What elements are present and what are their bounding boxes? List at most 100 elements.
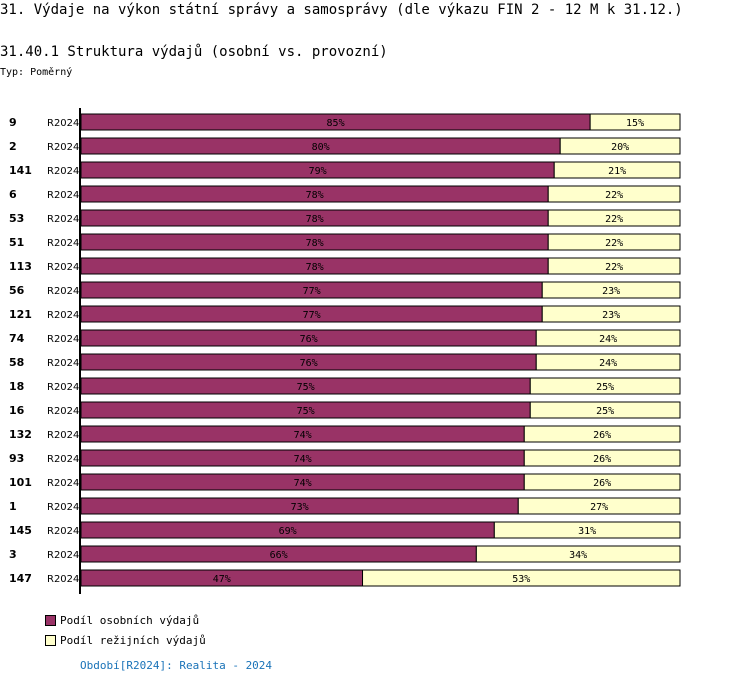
category-label: 16	[9, 404, 25, 417]
data-label: 22%	[605, 214, 623, 225]
category-label: 56	[9, 284, 25, 297]
legend-swatch	[45, 615, 56, 626]
data-label: 78%	[306, 190, 324, 201]
category-label: 58	[9, 356, 24, 369]
bar-segment	[523, 449, 681, 467]
data-label: 74%	[294, 454, 312, 465]
legend-item-personal: Podíl osobních výdajů	[45, 614, 199, 627]
data-label: 78%	[306, 238, 324, 249]
legend-item-overhead: Podíl režijních výdajů	[45, 634, 206, 647]
period-label: R2024	[47, 310, 79, 321]
period-label: R2024	[47, 262, 79, 273]
data-label: 77%	[303, 286, 321, 297]
period-label: R2024	[47, 142, 79, 153]
data-label: 26%	[593, 478, 611, 489]
bar-segment	[535, 353, 681, 371]
data-label: 47%	[213, 574, 231, 585]
period-label: R2024	[47, 550, 79, 561]
category-label: 74	[9, 332, 25, 345]
data-label: 25%	[596, 406, 614, 417]
data-label: 21%	[608, 166, 626, 177]
bar-segment	[541, 281, 681, 299]
bar-segment	[475, 545, 681, 563]
data-label: 73%	[291, 502, 309, 513]
data-label: 74%	[294, 478, 312, 489]
data-label: 31%	[578, 526, 596, 537]
bar-segment	[535, 329, 681, 347]
category-label: 6	[9, 188, 17, 201]
data-label: 25%	[596, 382, 614, 393]
page-title: 31. Výdaje na výkon státní správy a samo…	[0, 2, 683, 18]
data-label: 75%	[297, 406, 315, 417]
bar-segment	[589, 113, 681, 131]
period-label: R2024	[47, 454, 79, 465]
period-label: R2024	[47, 574, 79, 585]
data-label: 76%	[300, 334, 318, 345]
period-label: R2024	[47, 478, 79, 489]
period-label: R2024	[47, 406, 79, 417]
period-label: R2024	[47, 214, 79, 225]
data-label: 78%	[306, 214, 324, 225]
chart-type-label: Typ: Poměrný	[0, 67, 73, 78]
category-label: 93	[9, 452, 24, 465]
category-label: 101	[9, 476, 32, 489]
data-label: 23%	[602, 310, 620, 321]
category-label: 132	[9, 428, 32, 441]
data-label: 78%	[306, 262, 324, 273]
period-label: R2024	[47, 430, 79, 441]
data-label: 24%	[599, 334, 617, 345]
data-label: 23%	[602, 286, 620, 297]
bar-segment	[547, 233, 681, 251]
data-label: 80%	[312, 142, 330, 153]
data-label: 22%	[605, 238, 623, 249]
data-label: 74%	[294, 430, 312, 441]
bar-segment	[547, 209, 681, 227]
period-label: R2024	[47, 382, 79, 393]
bar-segment	[559, 137, 681, 155]
category-label: 141	[9, 164, 32, 177]
data-label: 53%	[512, 574, 530, 585]
data-label: 85%	[327, 118, 345, 129]
legend-swatch	[45, 635, 56, 646]
data-label: 26%	[593, 454, 611, 465]
data-label: 34%	[569, 550, 587, 561]
period-label: R2024	[47, 166, 79, 177]
category-label: 2	[9, 140, 17, 153]
period-label: R2024	[47, 118, 79, 129]
data-label: 22%	[605, 190, 623, 201]
bar-segment	[553, 161, 681, 179]
bar-segment	[493, 521, 681, 539]
bar-segment	[517, 497, 681, 515]
category-label: 9	[9, 116, 17, 129]
period-label: R2024	[47, 526, 79, 537]
data-label: 22%	[605, 262, 623, 273]
period-label: R2024	[47, 286, 79, 297]
legend-label: Podíl režijních výdajů	[60, 634, 206, 647]
period-label: R2024	[47, 238, 79, 249]
data-label: 79%	[309, 166, 327, 177]
period-label: R2024	[47, 502, 79, 513]
bar-segment	[547, 257, 681, 275]
category-label: 145	[9, 524, 32, 537]
bar-segment	[529, 377, 681, 395]
data-label: 66%	[270, 550, 288, 561]
period-label: R2024	[47, 334, 79, 345]
category-label: 1	[9, 500, 17, 513]
period-label: R2024	[47, 190, 79, 201]
data-label: 76%	[300, 358, 318, 369]
category-label: 147	[9, 572, 32, 585]
category-label: 121	[9, 308, 32, 321]
data-label: 26%	[593, 430, 611, 441]
chart-title: 31.40.1 Struktura výdajů (osobní vs. pro…	[0, 44, 388, 60]
data-label: 24%	[599, 358, 617, 369]
bar-segment	[547, 185, 681, 203]
bar-segment	[541, 305, 681, 323]
period-label: R2024	[47, 358, 79, 369]
data-label: 15%	[626, 118, 644, 129]
data-label: 69%	[279, 526, 297, 537]
bar-segment	[523, 473, 681, 491]
data-label: 77%	[303, 310, 321, 321]
bar-segment	[529, 401, 681, 419]
data-label: 75%	[297, 382, 315, 393]
